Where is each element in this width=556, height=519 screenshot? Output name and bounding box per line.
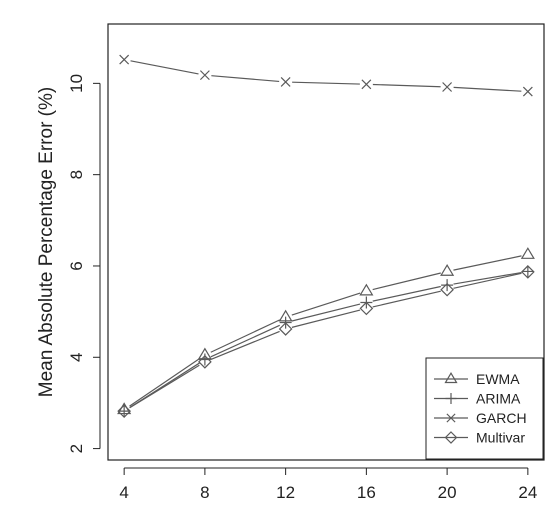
diamond-marker [278, 322, 293, 336]
y-tick-label: 10 [67, 74, 86, 93]
x-tick-label: 8 [200, 483, 209, 502]
plot-frame [107, 23, 545, 461]
legend-label: GARCH [476, 410, 527, 426]
plus-marker [445, 393, 457, 404]
triangle-marker [359, 283, 374, 296]
series-garch [119, 54, 533, 97]
legend-label: EWMA [476, 371, 520, 387]
x-tick-label: 24 [518, 483, 537, 502]
series-line-segment [291, 292, 361, 316]
x-marker [361, 79, 372, 90]
diamond-marker [359, 301, 374, 316]
x-marker [119, 54, 130, 65]
y-tick-label: 4 [67, 353, 86, 362]
x-tick-label: 12 [276, 483, 295, 502]
y-tick-label: 8 [67, 170, 86, 179]
x-marker [442, 82, 453, 92]
series-line-segment [453, 271, 522, 285]
triangle-marker [440, 263, 455, 276]
series-line-segment [453, 272, 522, 289]
legend-item-arima: ARIMA [434, 391, 521, 407]
series-line-segment [453, 86, 522, 92]
triangle-marker [444, 372, 458, 384]
legend-label: ARIMA [476, 391, 521, 407]
plus-marker [521, 265, 534, 278]
triangle-marker [520, 247, 535, 259]
series-line-segment [129, 358, 200, 407]
series-line-segment [129, 364, 200, 409]
series-line-segment [453, 255, 522, 271]
series-line-segment [130, 60, 199, 75]
y-tick-label: 2 [67, 444, 86, 453]
x-tick-label: 20 [438, 483, 457, 502]
legend: EWMA ARIMA GARCH Multivar [425, 357, 544, 460]
legend-label: Multivar [476, 430, 525, 446]
x-marker [446, 413, 456, 423]
x-marker [280, 77, 291, 87]
series-line-segment [292, 81, 360, 85]
x-tick-label: 4 [119, 483, 128, 502]
y-tick-label: 6 [67, 261, 86, 270]
series-multivar [117, 265, 535, 418]
plus-marker [118, 405, 131, 418]
legend-item-garch: GARCH [434, 410, 527, 426]
diamond-marker [117, 404, 131, 418]
x-marker [522, 86, 533, 97]
series-line-segment [211, 75, 280, 83]
legend-box [425, 357, 544, 460]
y-axis-title: Mean Absolute Percentage Error (%) [36, 87, 57, 398]
series-line-segment [210, 324, 280, 358]
series-line-segment [372, 272, 441, 291]
x-tick-label: 16 [357, 483, 376, 502]
plus-marker [441, 279, 454, 292]
x-axis: 4 8 12 16 20 24 [119, 467, 537, 502]
x-marker [199, 70, 210, 81]
diamond-marker [521, 265, 535, 279]
series-line-segment [291, 309, 361, 328]
legend-item-ewma: EWMA [434, 371, 520, 387]
y-axis: 2 4 6 8 10 [67, 74, 101, 453]
series-line-segment [291, 303, 361, 322]
diamond-marker [198, 354, 212, 369]
legend-item-multivar: Multivar [434, 430, 525, 446]
series-line-segment [372, 285, 441, 302]
diamond-marker [440, 282, 454, 297]
series-line-segment [210, 330, 280, 360]
series-line-segment [372, 290, 441, 308]
series-layer [117, 54, 535, 418]
diamond-marker [444, 431, 458, 444]
series-line-segment [372, 83, 441, 88]
series-line-segment [210, 319, 281, 353]
